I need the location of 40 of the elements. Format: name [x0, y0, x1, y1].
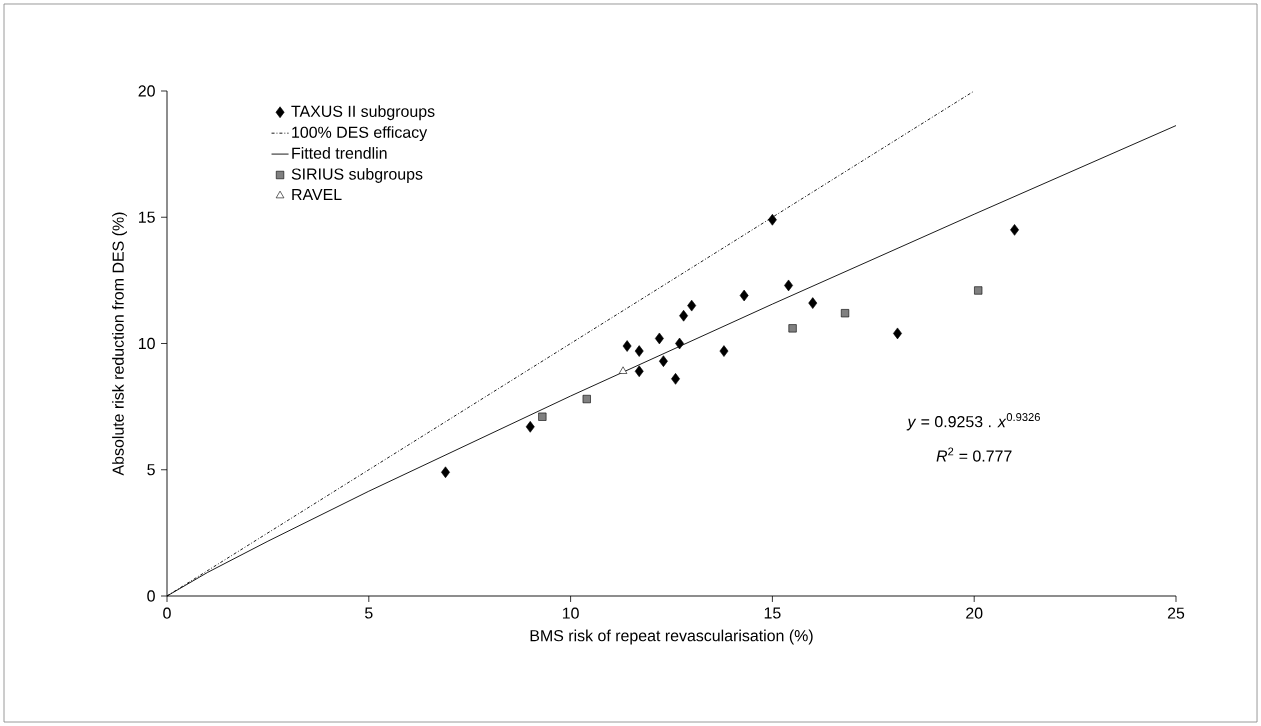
point [840, 309, 850, 318]
annotation: y = 0.9253 . x$^{0.9326}$ [906, 413, 1040, 431]
point [974, 286, 983, 295]
point [739, 289, 749, 302]
x-tick-label: 5 [365, 607, 373, 619]
legend-label: SIRIUS subgroups [291, 168, 423, 183]
legend-label: TAXUS II subgroups [291, 105, 435, 121]
x-axis-title: BMS risk of repeat revascularisation (%) [530, 629, 813, 645]
y-tick-label: 0 [147, 590, 155, 602]
y-tick-label: 20 [138, 85, 155, 97]
y-tick-label: 5 [147, 464, 155, 476]
point [634, 365, 644, 378]
x-tick-label: 20 [966, 607, 983, 619]
legend-label: 100% DES efficacy [292, 126, 428, 142]
point [622, 340, 632, 352]
point [808, 297, 818, 309]
y-tick-label: 15 [139, 211, 155, 223]
point [788, 324, 797, 333]
point [767, 213, 777, 226]
point [618, 366, 628, 374]
point [525, 421, 535, 433]
point [687, 299, 697, 312]
point [538, 412, 547, 421]
legend-label: RAVEL [292, 188, 342, 200]
point [659, 355, 668, 367]
point [719, 345, 729, 357]
point [1010, 224, 1019, 236]
x-tick-label: 15 [764, 607, 781, 619]
y-tick-label: 10 [139, 337, 155, 350]
y-axis-title: Absolute risk reduction from DES (%) [112, 212, 127, 476]
point [679, 309, 689, 322]
x-tick-label: 25 [1167, 607, 1185, 619]
point [582, 394, 591, 404]
x-tick-label: 0 [163, 607, 171, 619]
legend-label: Fitted trendlin [292, 147, 387, 159]
point [634, 345, 644, 357]
point [671, 373, 680, 385]
annotation: R$^{2}$ = 0.777 [936, 447, 1012, 462]
point [654, 332, 664, 345]
x-tick-label: 10 [562, 607, 579, 619]
